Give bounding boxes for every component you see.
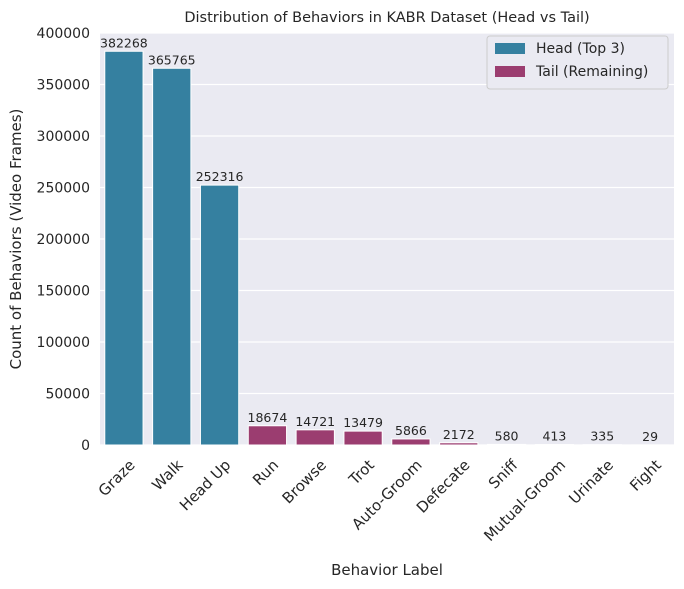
x-axis-label: Behavior Label <box>331 561 443 579</box>
y-tick-label: 300000 <box>37 129 90 145</box>
bar <box>296 430 334 445</box>
x-tick-label: Fight <box>626 456 665 495</box>
bar-value-label: 335 <box>590 429 614 444</box>
legend-swatch-head <box>495 43 525 54</box>
bar-value-label: 18674 <box>248 410 288 425</box>
legend-swatch-tail <box>495 66 525 77</box>
bar <box>200 185 238 445</box>
x-tick-label: Walk <box>148 456 186 494</box>
bar-value-label: 2172 <box>443 427 475 442</box>
bar-value-label: 413 <box>542 429 566 444</box>
bar <box>105 51 143 445</box>
x-tick-label: Run <box>249 456 282 489</box>
bar <box>440 443 478 445</box>
x-tick-label: Graze <box>95 456 139 500</box>
x-tick-label: Browse <box>279 456 330 507</box>
y-tick-label: 150000 <box>37 284 90 300</box>
legend-label-tail: Tail (Remaining) <box>535 64 648 80</box>
y-tick-label: 100000 <box>37 335 90 351</box>
bar <box>153 68 191 445</box>
x-tick-label: Sniff <box>485 456 522 493</box>
y-tick-label: 50000 <box>45 387 90 403</box>
x-tick-label: Trot <box>345 456 378 489</box>
legend: Head (Top 3) Tail (Remaining) <box>487 36 668 89</box>
chart-title: Distribution of Behaviors in KABR Datase… <box>184 10 589 26</box>
x-tick-label: Head Up <box>176 456 234 514</box>
legend-label-head: Head (Top 3) <box>536 41 625 57</box>
bar-value-label: 580 <box>495 428 519 443</box>
y-tick-label: 400000 <box>37 26 90 42</box>
x-tick-label: Mutual-Groom <box>480 456 569 545</box>
bar <box>392 439 430 445</box>
bar-value-label: 382268 <box>100 35 148 50</box>
y-tick-label: 250000 <box>37 181 90 197</box>
bar <box>344 431 382 445</box>
bar-value-label: 252316 <box>196 169 244 184</box>
bar-value-label: 365765 <box>148 52 196 67</box>
bar <box>248 426 286 445</box>
bar-value-label: 5866 <box>395 423 427 438</box>
y-axis-label: Count of Behaviors (Video Frames) <box>7 109 25 370</box>
bar-value-label: 14721 <box>295 414 335 429</box>
y-tick-label: 200000 <box>37 232 90 248</box>
x-tick-label: Urinate <box>565 456 617 508</box>
y-axis-ticks: 0 50000 100000 150000 200000 250000 300000 3500… <box>37 26 90 454</box>
y-tick-label: 0 <box>81 438 90 454</box>
bar-value-label: 13479 <box>343 415 383 430</box>
bar-value-label: 29 <box>642 429 658 444</box>
bar <box>487 444 525 445</box>
y-tick-label: 350000 <box>37 78 90 94</box>
